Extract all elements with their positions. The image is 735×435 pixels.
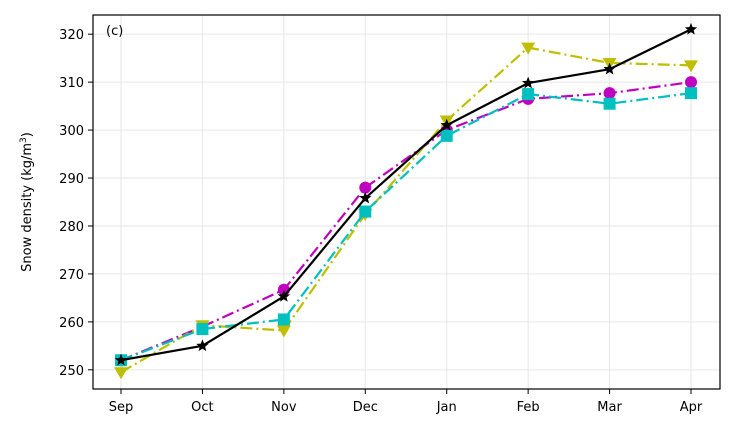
data-point-star: [114, 353, 128, 366]
data-point-square: [522, 88, 535, 101]
y-tick-label: 300: [59, 124, 84, 139]
data-point-star: [196, 339, 209, 352]
data-point-circle: [603, 87, 616, 100]
y-tick-label: 250: [59, 364, 84, 379]
data-point-square: [603, 97, 616, 110]
data-point-star: [521, 76, 535, 89]
data-point-square: [359, 205, 372, 218]
x-tick-label: Oct: [191, 400, 213, 415]
y-axis-label-tail: ): [20, 132, 35, 137]
y-tick-label: 320: [59, 28, 84, 43]
data-point-triangle: [521, 42, 536, 55]
y-tick-label: 270: [59, 268, 84, 283]
data-point-circle: [359, 181, 372, 194]
data-point-star: [277, 289, 291, 302]
grid: [93, 15, 720, 389]
data-point-star: [684, 22, 698, 35]
x-tick-label: Apr: [680, 400, 703, 415]
series-3: [115, 87, 697, 367]
series-line: [120, 28, 692, 362]
y-tick-label: 310: [59, 76, 84, 91]
y-tick-label: 290: [59, 172, 84, 187]
data-point-circle: [685, 76, 697, 89]
series-line: [120, 46, 692, 374]
x-tick-label: Feb: [517, 400, 540, 415]
data-point-star: [603, 62, 616, 75]
x-tick-label: Dec: [353, 400, 378, 415]
x-tick-label: Mar: [597, 400, 622, 415]
y-tick-label: 260: [59, 316, 84, 331]
y-tick-label: 280: [59, 220, 84, 235]
y-axis-label-main: Snow density (kg/m: [20, 143, 35, 272]
data-point-square: [277, 313, 290, 326]
data-point-square: [440, 129, 453, 142]
series-layer: [114, 22, 698, 380]
panel-label: (c): [106, 24, 123, 39]
data-point-triangle: [684, 60, 698, 73]
x-tick-label: Sep: [109, 400, 134, 415]
data-point-star: [440, 118, 453, 131]
y-axis-label: Snow density (kg/m3): [19, 132, 35, 272]
data-point-square: [685, 87, 697, 100]
data-point-triangle: [114, 367, 128, 380]
series-4: [114, 22, 698, 366]
plot-frame: [92, 14, 721, 390]
x-tick-label: Jan: [436, 400, 457, 415]
series-line: [120, 92, 692, 362]
y-axis-label-sup: 3: [19, 137, 29, 143]
data-point-star: [359, 191, 372, 204]
x-tick-label: Nov: [271, 400, 297, 415]
series-line: [120, 81, 692, 362]
data-point-square: [196, 323, 209, 336]
data-point-triangle: [276, 325, 291, 338]
ticks: 250 260 270 280 290 300 310 320 Sep Oct Nov Dec Jan F…: [59, 28, 703, 415]
